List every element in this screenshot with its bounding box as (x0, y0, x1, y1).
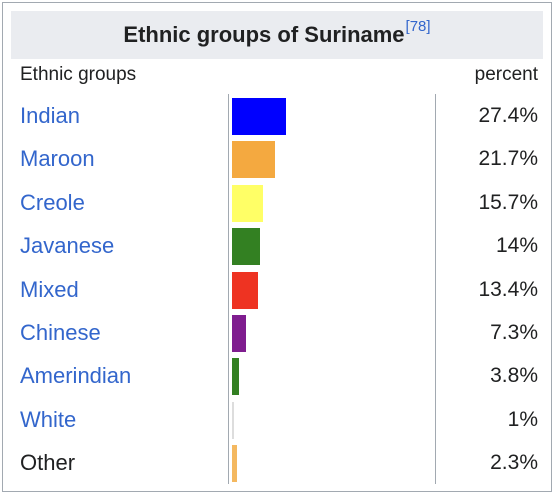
category-label-white[interactable]: White (20, 406, 77, 432)
category-column-header: Ethnic groups (20, 64, 137, 85)
bar-area-right-border (435, 94, 436, 484)
value-label-amerindian: 3.8% (490, 364, 538, 388)
value-label-indian: 27.4% (478, 104, 538, 127)
bar-indian (232, 98, 286, 135)
value-label-mixed: 13.4% (478, 277, 538, 301)
value-label-maroon: 21.7% (478, 147, 538, 171)
bar-creole (232, 184, 263, 222)
chart-title-bar: Ethnic groups of Suriname [78] (11, 11, 543, 59)
bar-javanese (232, 228, 260, 266)
category-label-other: Other (20, 450, 76, 476)
chart-box: Ethnic groups of Suriname [78] (2, 2, 552, 492)
bar-mixed (232, 271, 259, 309)
value-label-javanese: 14% (495, 234, 538, 258)
bar-other (232, 445, 237, 483)
value-label-chinese: 7.3% (490, 321, 538, 344)
bar-maroon (232, 141, 275, 179)
value-label-white: 1% (507, 407, 538, 431)
bar-amerindian (232, 358, 240, 396)
bar-chinese (232, 315, 247, 352)
bar-white (232, 401, 234, 439)
category-label-amerindian[interactable]: Amerindian (20, 363, 132, 389)
chart-title: Ethnic groups of Suriname (123, 22, 405, 47)
category-label-maroon[interactable]: Maroon (20, 146, 95, 172)
title-reference-link[interactable]: [78] (405, 17, 431, 35)
bar-area-left-border (228, 94, 229, 484)
value-label-other: 2.3% (490, 451, 538, 475)
value-column-header: percent (474, 64, 538, 85)
category-label-indian[interactable]: Indian (20, 103, 80, 128)
category-label-chinese[interactable]: Chinese (20, 320, 101, 345)
category-label-creole[interactable]: Creole (20, 189, 85, 215)
value-label-creole: 15.7% (478, 190, 538, 214)
category-label-mixed[interactable]: Mixed (20, 276, 79, 302)
category-label-javanese[interactable]: Javanese (20, 233, 115, 259)
